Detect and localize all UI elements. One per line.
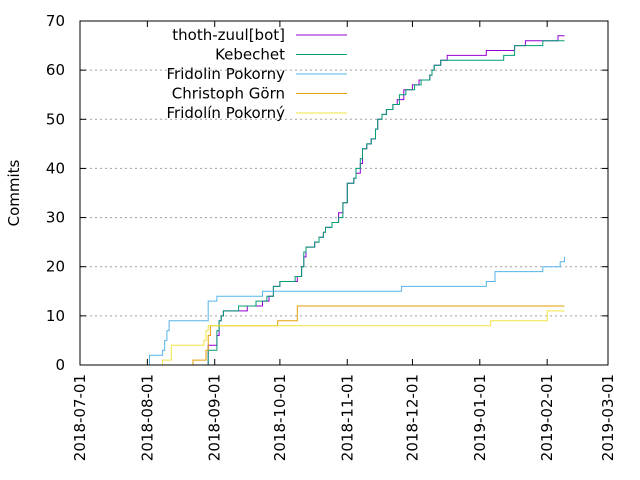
legend-label: Kebechet [215, 46, 285, 64]
x-tick-label: 2018-11-01 [338, 374, 356, 461]
y-tick-label: 20 [46, 258, 65, 276]
x-tick-label: 2019-01-01 [471, 374, 489, 461]
grid-lines [80, 69, 608, 317]
y-tick-label: 30 [46, 209, 65, 227]
x-tick-label: 2018-10-01 [271, 374, 289, 461]
x-tick-label: 2018-07-01 [71, 374, 89, 461]
y-axis-title: Commits [5, 159, 23, 226]
series-line [147, 256, 565, 366]
legend-label: Christoph Görn [172, 85, 285, 103]
x-tick-label: 2018-08-01 [138, 374, 156, 461]
series-line [158, 310, 565, 366]
plot-frame [79, 20, 609, 366]
x-tick-label: 2018-12-01 [403, 374, 421, 461]
y-tick-label: 0 [55, 356, 65, 374]
x-tick-label: 2019-03-01 [599, 374, 617, 461]
series-line [158, 305, 565, 366]
y-tick-label: 50 [46, 110, 65, 128]
series-line [206, 40, 565, 366]
x-tick-label: 2019-02-01 [538, 374, 556, 461]
y-tick-label: 40 [46, 159, 65, 177]
legend-label: thoth-zuul[bot] [172, 26, 285, 44]
legend-label: Fridolín Pokorný [167, 104, 286, 122]
series-lines [147, 35, 565, 366]
y-tick-label: 70 [46, 12, 65, 30]
y-tick-label: 60 [46, 61, 65, 79]
y-tick-label: 10 [46, 307, 65, 325]
y-axis: 0 10 20 30 40 50 60 70 [46, 12, 608, 374]
x-axis: 2018-07-01 2018-08-01 2018-09-01 2018-10-01… [71, 21, 617, 461]
legend-label: Fridolin Pokorny [167, 65, 286, 83]
x-tick-label: 2018-09-01 [206, 374, 224, 461]
